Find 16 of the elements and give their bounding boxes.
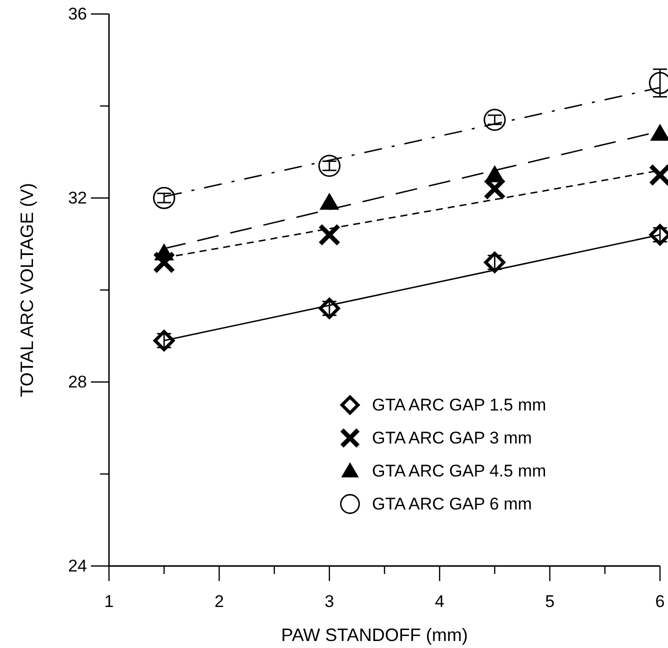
y-tick-label: 36 xyxy=(68,4,87,24)
x-tick-label: 3 xyxy=(324,592,334,611)
y-tick-label: 32 xyxy=(68,188,87,208)
legend-label: GTA ARC GAP 1.5 mm xyxy=(372,396,546,414)
x-tick-label: 2 xyxy=(214,592,224,611)
y-axis-title: TOTAL ARC VOLTAGE (V) xyxy=(17,182,37,398)
x-axis-title: PAW STANDOFF (mm) xyxy=(281,625,468,645)
x-tick-label: 4 xyxy=(434,592,444,611)
y-tick-label: 28 xyxy=(68,372,87,392)
y-tick-label: 24 xyxy=(68,556,87,576)
legend-label: GTA ARC GAP 4.5 mm xyxy=(372,462,546,480)
x-tick-label: 6 xyxy=(655,592,665,611)
legend-label: GTA ARC GAP 6 mm xyxy=(372,494,532,514)
x-tick-label: 1 xyxy=(104,592,114,611)
x-tick-label: 5 xyxy=(545,592,555,611)
legend-label: GTA ARC GAP 3 mm xyxy=(372,428,532,448)
